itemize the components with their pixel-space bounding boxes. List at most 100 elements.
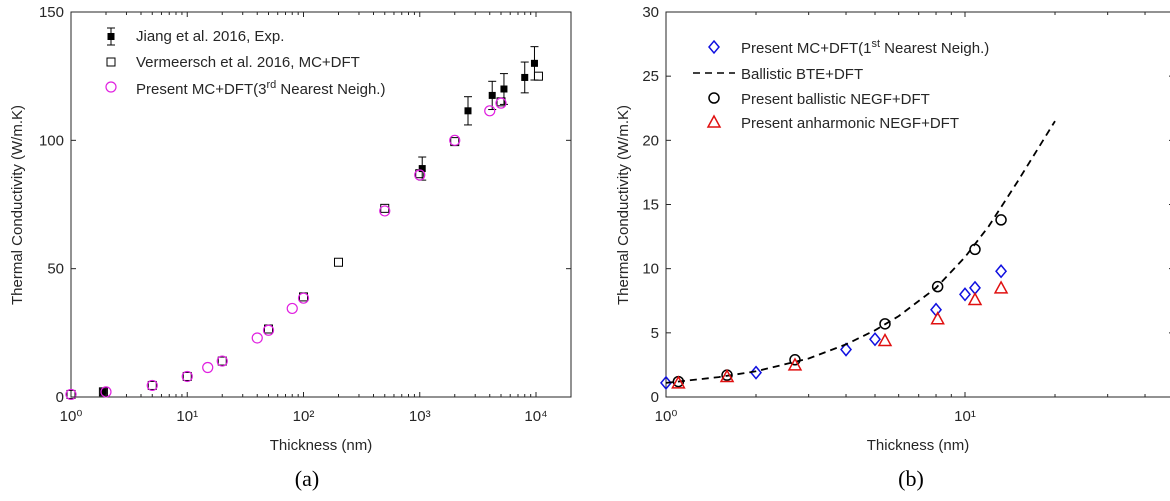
ticks-a: 10⁰ 10¹ 10² 10³ 10⁴ 0 50 100 150 [39, 4, 572, 425]
legend-a-label-1: Jiang et al. 2016, Exp. [136, 28, 284, 45]
series-line [665, 120, 1056, 384]
data-point [464, 107, 472, 115]
data-point [65, 388, 77, 401]
data-point [202, 361, 214, 374]
data-point [297, 292, 310, 304]
y-tick-label: 5 [651, 325, 659, 342]
legend-b-label-3: Present ballistic NEGF+DFT [741, 91, 930, 108]
legend-b-label-1: Present MC+DFT(1st Nearest Neigh.) [741, 38, 989, 57]
data-point [993, 280, 1009, 294]
open-circle-icon [105, 81, 117, 93]
legend-a-label-3-sup: rd [266, 79, 276, 91]
data-point [182, 371, 192, 381]
data-point [533, 71, 543, 81]
data-point [789, 354, 801, 366]
filled-square-icon [107, 33, 115, 40]
data-point [217, 356, 227, 366]
data-point [181, 370, 193, 383]
x-tick-label: 10⁴ [524, 408, 547, 425]
legend-b-item-4: Present anharmonic NEGF+DFT [706, 114, 959, 132]
open-square-icon [106, 57, 116, 67]
legend-b-item-2: Ballistic BTE+DFT [693, 66, 863, 83]
legend-b-item-1: Present MC+DFT(1st Nearest Neigh.) [708, 38, 989, 57]
legend-a-item-2: Vermeersch et al. 2016, MC+DFT [106, 54, 360, 71]
data-point [995, 214, 1007, 226]
data-point [146, 379, 158, 392]
data-point [488, 91, 496, 99]
legend-b-item-3: Present ballistic NEGF+DFT [708, 91, 930, 108]
data-point [262, 324, 275, 336]
legend-b-label-1-post: Nearest Neigh.) [880, 40, 989, 57]
plot-area-a [70, 11, 572, 398]
data-point [967, 291, 983, 306]
data-point [99, 388, 107, 396]
data-point [879, 318, 891, 330]
data-point [286, 302, 298, 315]
x-axis-title-b: Thickness (nm) [867, 437, 970, 454]
data-point [787, 357, 803, 371]
data-point [930, 311, 945, 325]
panel-b: 10⁰ 10¹ 0 5 10 15 20 25 30 Thickness (nm) Therma… [615, 4, 1170, 491]
data-point [750, 365, 762, 380]
data-point [869, 332, 881, 347]
ticks-b: 10⁰ 10¹ 0 5 10 15 20 25 30 [642, 4, 1170, 425]
plot-area-b [665, 11, 1170, 398]
panel-label-b: (b) [898, 466, 924, 491]
y-tick-label: 25 [642, 68, 659, 85]
data-point [414, 169, 426, 181]
x-axis-title-a: Thickness (nm) [270, 437, 373, 454]
data-point [379, 205, 391, 217]
legend-a-label-3: Present MC+DFT(3rd Nearest Neigh.) [136, 79, 385, 98]
data-point [719, 368, 735, 383]
data-point [449, 134, 461, 146]
legend-b-label-2: Ballistic BTE+DFT [741, 66, 863, 83]
y-tick-label: 50 [47, 261, 64, 278]
data-point [995, 264, 1008, 279]
x-tick-label: 10¹ [176, 408, 198, 425]
legend-b-label-1-pre: Present MC+DFT(1 [741, 40, 871, 57]
x-tick-label: 10⁰ [60, 408, 83, 425]
data-point [521, 73, 529, 81]
open-circle-icon [708, 92, 720, 104]
data-point [484, 105, 496, 117]
marks-b [660, 120, 1056, 391]
data-point [418, 165, 426, 173]
y-tick-label: 20 [642, 132, 659, 149]
data-point [969, 243, 981, 256]
panel-label-a: (a) [295, 466, 319, 491]
y-tick-label: 0 [56, 389, 64, 406]
legend-b-label-1-sup: st [871, 38, 880, 50]
data-point [216, 355, 228, 367]
legend-a: Jiang et al. 2016, Exp. Vermeersch et al… [105, 27, 385, 98]
data-point [147, 380, 157, 390]
y-tick-label: 150 [39, 4, 64, 21]
data-point [66, 389, 76, 399]
legend-a-item-3: Present MC+DFT(3rd Nearest Neigh.) [105, 79, 385, 98]
data-point [931, 280, 944, 293]
y-tick-label: 10 [642, 261, 659, 278]
data-point [660, 375, 672, 391]
x-tick-label: 10³ [409, 408, 431, 425]
y-tick-label: 0 [651, 389, 659, 406]
x-tick-label: 10⁰ [655, 408, 678, 425]
data-point [500, 85, 508, 93]
data-point [251, 332, 263, 344]
legend-a-item-1: Jiang et al. 2016, Exp. [107, 27, 284, 46]
legend-b-label-4: Present anharmonic NEGF+DFT [741, 115, 959, 132]
data-point [530, 59, 538, 67]
data-point [495, 97, 507, 109]
legend-a-label-2: Vermeersch et al. 2016, MC+DFT [136, 54, 360, 71]
open-diamond-icon [708, 39, 720, 55]
x-tick-label: 10² [293, 408, 315, 425]
data-point [959, 287, 971, 302]
x-tick-label: 10¹ [954, 408, 976, 425]
legend-a-label-3-post: Nearest Neigh.) [276, 81, 385, 98]
data-point [877, 332, 893, 347]
data-point [840, 342, 852, 357]
y-axis-title-a: Thermal Conductivity (W/m.K) [9, 105, 26, 305]
y-tick-label: 100 [39, 132, 64, 149]
y-axis-title-b: Thermal Conductivity (W/m.K) [615, 105, 632, 305]
data-point [333, 257, 343, 267]
